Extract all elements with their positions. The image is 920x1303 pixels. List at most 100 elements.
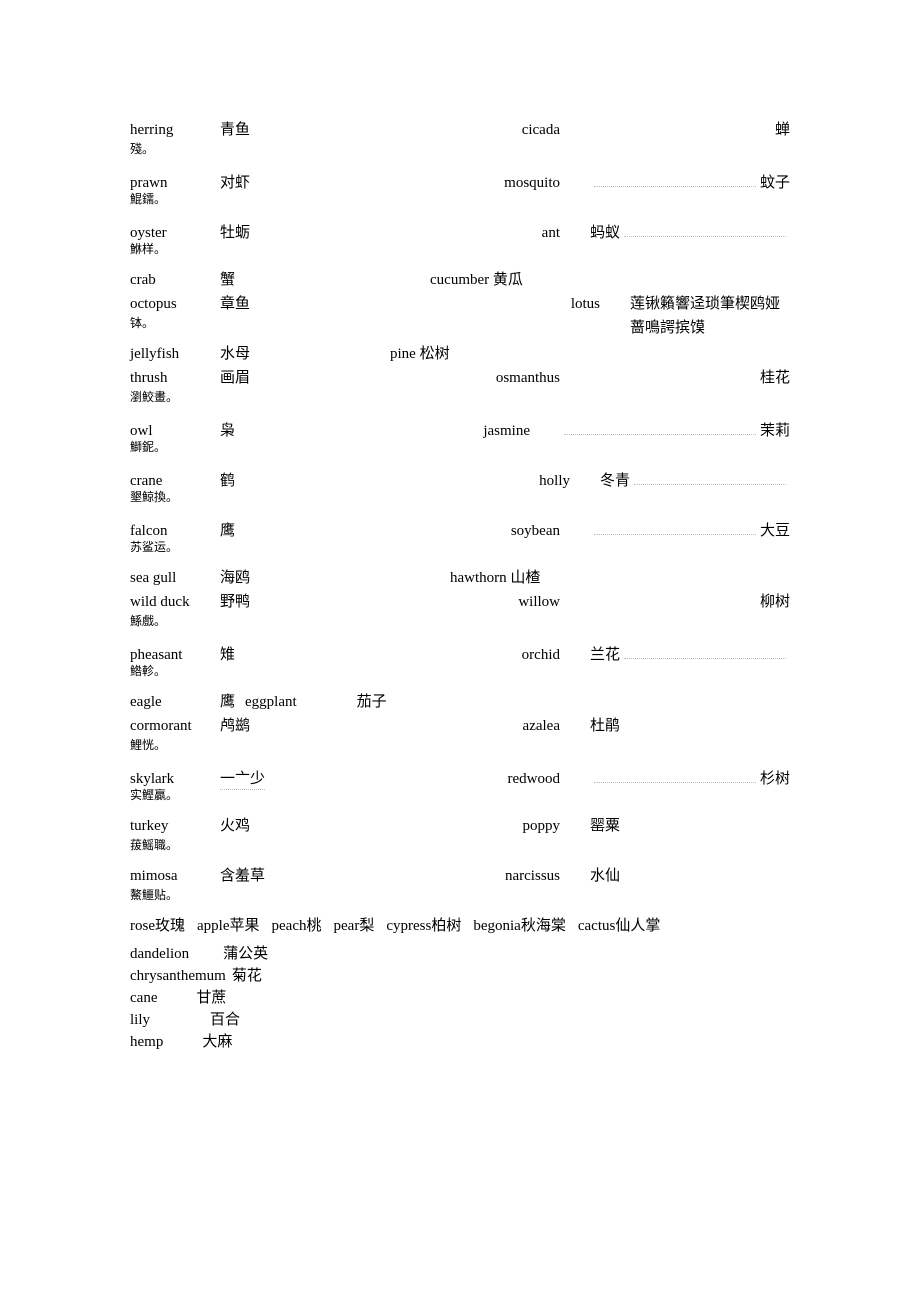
inline-en: cactus <box>578 914 615 938</box>
vocab-row: pheasant雉orchid兰花 <box>130 640 790 664</box>
left-cn: 章鱼 <box>220 296 250 312</box>
sub-annotation: 菝鰩職。 <box>130 838 790 856</box>
left-cn: 青鱼 <box>220 122 250 138</box>
left-cn: 海鸥 <box>220 570 250 586</box>
left-en: jellyfish <box>130 342 220 366</box>
bottom-en: hemp <box>130 1030 163 1054</box>
vocab-row: crane鹤holly冬青 <box>130 466 790 490</box>
right-en: ant <box>542 225 560 241</box>
right-cn-mid: 蚂蚁 <box>590 221 620 245</box>
bottom-row: lily百合 <box>130 1008 790 1030</box>
bottom-row: hemp 大麻 <box>130 1030 790 1052</box>
left-cn: 水母 <box>220 346 250 362</box>
vocab-row: eagle鹰 eggplant 茄子 <box>130 690 790 714</box>
right-cn-mid: 冬青 <box>600 469 630 493</box>
left-en: herring <box>130 118 220 142</box>
right-cn-far: 桂花 <box>760 366 790 390</box>
dotted-line <box>594 168 756 187</box>
left-en: crab <box>130 268 220 292</box>
right-en: poppy <box>523 818 561 834</box>
right-cn-far: 莲锹籟響迳琐筆楔鸥娅蔷鳴諤摈馍 <box>630 292 790 340</box>
vocab-row: oyster牡蛎ant蚂蚁 <box>130 218 790 242</box>
right-cn-inline: 松树 <box>416 346 450 362</box>
sub-annotation: 鯀戲。 <box>130 614 790 632</box>
left-cn: 野鸭 <box>220 594 250 610</box>
right-cn-far: 蝉 <box>775 118 790 142</box>
left-cn: 鹰 <box>220 523 235 539</box>
left-cn: 枭 <box>220 423 235 439</box>
left-cn: 一亠少 <box>220 771 265 790</box>
right-en: orchid <box>522 647 560 663</box>
right-en: jasmine <box>483 423 530 439</box>
left-cn: 蟹 <box>220 272 235 288</box>
right-cn-far: 大豆 <box>760 519 790 543</box>
left-cn: 火鸡 <box>220 818 250 834</box>
left-cn: 含羞草 <box>220 868 265 884</box>
bottom-row: chrysanthemum菊花 <box>130 964 790 986</box>
left-en: sea gull <box>130 566 220 590</box>
dotted-line <box>594 764 756 783</box>
dotted-line <box>624 218 786 237</box>
sub-annotation: 鰲鱷贴。 <box>130 888 790 906</box>
inline-cn: 苹果 <box>230 914 260 938</box>
bottom-en: cane <box>130 986 157 1010</box>
left-cn2: 茄子 <box>357 690 387 714</box>
left-cn: 牡蛎 <box>220 225 250 241</box>
sub-annotation: 鯉恍。 <box>130 738 790 756</box>
inline-cn: 秋海棠 <box>521 914 566 938</box>
bottom-row: dandelion 蒲公英 <box>130 942 790 964</box>
inline-vocab-line: rose 玫瑰apple 苹果peach 桃pear 梨cypress 柏树be… <box>130 914 790 942</box>
left-cn: 鹤 <box>220 473 235 489</box>
left-cn: 雉 <box>220 647 235 663</box>
right-cn-mid: 水仙 <box>590 864 620 888</box>
bottom-cn: 甘蔗 <box>196 986 226 1010</box>
right-en: cicada <box>522 122 560 138</box>
bottom-cn: 蒲公英 <box>223 942 268 966</box>
right-cn-far: 蚊子 <box>760 171 790 195</box>
right-en: osmanthus <box>496 370 560 386</box>
right-cn-mid: 罂粟 <box>590 814 620 838</box>
vocab-row: cormorant鸬鹚azalea杜鹃 <box>130 714 790 738</box>
right-cn-mid: 兰花 <box>590 643 620 667</box>
sub-annotation: 瀏鮫畫。 <box>130 390 790 408</box>
inline-cn: 桃 <box>307 914 322 938</box>
bottom-cn: 百合 <box>210 1008 240 1032</box>
vocab-row: sea gull海鸥hawthorn 山楂 <box>130 566 790 590</box>
inline-en: peach <box>272 914 307 938</box>
dotted-line <box>634 466 786 485</box>
left-en: cormorant <box>130 714 220 738</box>
dotted-line <box>594 516 756 535</box>
left-en: octopus <box>130 292 220 316</box>
right-cn-far: 茉莉 <box>760 419 790 443</box>
inline-cn: 柏树 <box>431 914 461 938</box>
right-en: cucumber <box>430 272 489 288</box>
vocab-row: crab蟹 cucumber 黄瓜 <box>130 268 790 292</box>
inline-cn: 梨 <box>359 914 374 938</box>
left-en: wild duck <box>130 590 220 614</box>
dotted-line <box>624 640 786 659</box>
bottom-cn: 大麻 <box>202 1030 232 1054</box>
left-en2: eggplant <box>245 690 297 714</box>
left-en: eagle <box>130 690 220 714</box>
left-cn: 鹰 <box>220 694 235 710</box>
inline-en: apple <box>197 914 229 938</box>
right-cn-inline: 山楂 <box>507 570 541 586</box>
inline-cn: 仙人掌 <box>615 914 660 938</box>
right-cn-mid: 杜鹃 <box>590 714 620 738</box>
right-en: holly <box>539 473 570 489</box>
right-en: lotus <box>571 296 600 312</box>
vocab-row: jellyfish水母 pine 松树 <box>130 342 790 366</box>
vocab-row: turkey火鸡 poppy 罂粟 <box>130 814 790 838</box>
vocab-row: mimosa含羞草narcissus水仙 <box>130 864 790 888</box>
bottom-en: dandelion <box>130 942 189 966</box>
inline-cn: 玫瑰 <box>155 914 185 938</box>
right-cn-far: 柳树 <box>760 590 790 614</box>
left-en: turkey <box>130 814 220 838</box>
bottom-en: chrysanthemum <box>130 964 226 988</box>
right-en: pine <box>390 346 416 362</box>
vocab-row: skylark一亠少redwood杉树 <box>130 764 790 788</box>
right-cn-inline: 黄瓜 <box>489 272 523 288</box>
inline-en: pear <box>334 914 360 938</box>
inline-en: cypress <box>386 914 431 938</box>
inline-en: begonia <box>473 914 520 938</box>
